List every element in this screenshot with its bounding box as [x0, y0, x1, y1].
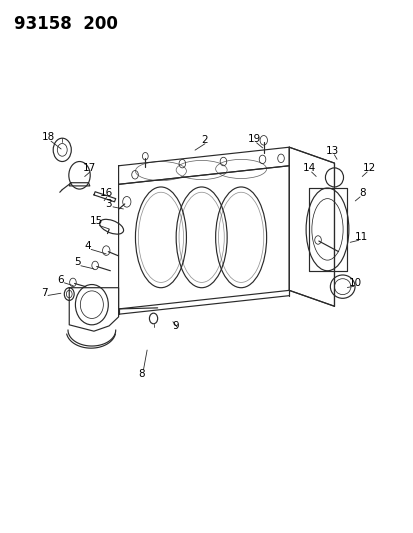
Text: 3: 3: [105, 199, 112, 209]
Text: 18: 18: [42, 132, 55, 142]
Text: 10: 10: [349, 278, 361, 288]
Text: 7: 7: [41, 288, 48, 298]
Text: 2: 2: [201, 135, 208, 146]
Text: 13: 13: [325, 146, 338, 156]
Text: 12: 12: [362, 164, 375, 173]
Text: 15: 15: [89, 216, 102, 227]
Text: 93158  200: 93158 200: [14, 14, 117, 33]
Text: 17: 17: [83, 164, 96, 173]
Text: 11: 11: [354, 232, 367, 243]
Text: 14: 14: [301, 164, 315, 173]
Text: 5: 5: [74, 257, 81, 267]
Text: 8: 8: [138, 369, 144, 378]
Text: 9: 9: [173, 321, 179, 331]
Text: 4: 4: [84, 241, 91, 252]
Text: 16: 16: [100, 188, 113, 198]
Text: 8: 8: [358, 188, 365, 198]
Text: 6: 6: [57, 274, 64, 285]
Text: 19: 19: [247, 134, 260, 144]
